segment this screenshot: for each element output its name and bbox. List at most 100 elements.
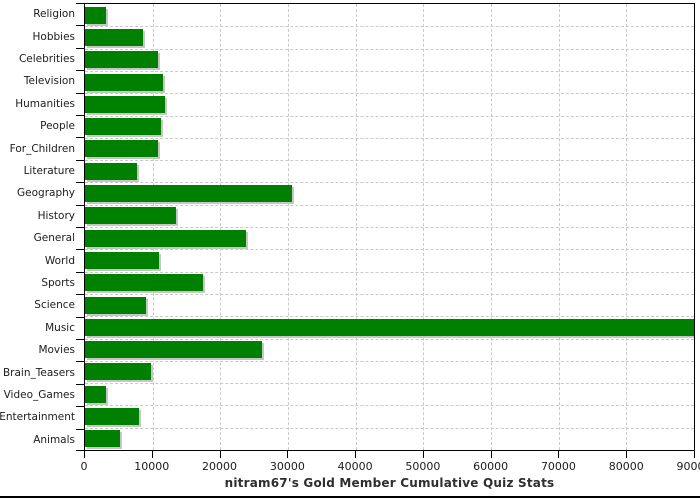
y-tick-label: Television xyxy=(23,75,75,88)
y-tick-label: World xyxy=(44,254,75,267)
y-tick-label: History xyxy=(37,209,75,222)
bar-celebrities xyxy=(85,51,159,69)
y-tick-label: Literature xyxy=(23,165,75,177)
bar-literature xyxy=(85,162,138,180)
bar-for_children xyxy=(85,140,159,158)
y-tick-label: Sports xyxy=(41,277,75,289)
horizontal-gridline xyxy=(85,48,694,50)
y-tick xyxy=(76,115,84,116)
y-tick xyxy=(76,316,84,318)
y-tick-label: Animals xyxy=(33,433,75,446)
bar-general xyxy=(85,229,247,247)
x-tick-label: 50000 xyxy=(405,460,441,473)
x-tick-label: 90000 xyxy=(676,460,700,473)
y-tick xyxy=(76,137,84,139)
x-tick-label: 0 xyxy=(80,460,88,473)
horizontal-gridline xyxy=(85,293,694,295)
y-tick-label: Brain_Teasers xyxy=(2,366,75,379)
y-tick xyxy=(76,92,84,94)
horizontal-gridline xyxy=(85,271,694,273)
bar-humanities xyxy=(85,95,165,113)
y-tick xyxy=(76,182,84,184)
x-tick xyxy=(219,451,221,458)
y-tick xyxy=(76,294,84,296)
horizontal-gridline xyxy=(85,182,694,184)
x-tick xyxy=(287,451,289,458)
y-tick xyxy=(76,450,84,451)
horizontal-gridline xyxy=(85,249,694,251)
horizontal-gridline xyxy=(85,227,694,228)
horizontal-gridline xyxy=(85,137,694,139)
bar-religion xyxy=(85,6,106,24)
x-tick-label: 40000 xyxy=(337,460,373,473)
bar-video_games xyxy=(85,385,106,403)
y-tick xyxy=(76,383,84,385)
bar-entertainment xyxy=(85,408,140,426)
y-tick xyxy=(76,339,84,340)
bar-hobbies xyxy=(85,28,144,46)
x-tick xyxy=(151,451,153,458)
y-tick-label: Celebrities xyxy=(18,53,75,65)
y-tick-label: People xyxy=(40,120,75,133)
y-tick-label: Geography xyxy=(17,187,75,200)
y-tick xyxy=(76,249,84,251)
bar-music xyxy=(85,318,694,336)
horizontal-gridline xyxy=(85,204,694,206)
horizontal-gridline xyxy=(85,70,694,72)
x-tick-label: 70000 xyxy=(540,460,576,473)
y-tick xyxy=(76,204,84,206)
horizontal-gridline xyxy=(85,26,694,28)
y-tick xyxy=(76,361,84,363)
bottom-border xyxy=(0,496,700,498)
y-tick-label: Movies xyxy=(38,344,75,357)
horizontal-gridline xyxy=(85,160,694,162)
x-tick xyxy=(626,451,628,458)
y-tick-label: For_Children xyxy=(9,142,75,155)
chart-title: nitram67's Gold Member Cumulative Quiz S… xyxy=(224,476,555,490)
bar-people xyxy=(85,118,161,136)
y-tick xyxy=(76,3,84,4)
horizontal-gridline xyxy=(85,405,694,407)
y-tick xyxy=(76,406,84,408)
horizontal-gridline xyxy=(85,115,694,117)
x-tick-label: 20000 xyxy=(202,460,238,473)
y-tick xyxy=(76,428,84,430)
y-tick xyxy=(76,159,84,161)
bar-geography xyxy=(85,185,293,203)
bar-movies xyxy=(85,341,263,359)
y-tick xyxy=(76,271,84,273)
bar-history xyxy=(85,207,176,225)
y-tick-label: General xyxy=(33,232,75,245)
x-tick xyxy=(558,451,560,458)
x-tick xyxy=(694,451,695,458)
y-tick-label: Music xyxy=(45,321,75,334)
x-tick-label: 10000 xyxy=(134,460,170,473)
x-tick xyxy=(422,451,424,458)
y-tick-label: Science xyxy=(34,299,75,312)
horizontal-gridline xyxy=(85,338,694,340)
bar-science xyxy=(85,296,146,314)
y-tick xyxy=(76,25,84,27)
bar-sports xyxy=(85,274,204,292)
x-tick xyxy=(490,451,492,458)
x-tick-label: 80000 xyxy=(608,460,644,473)
bar-animals xyxy=(85,430,121,448)
y-tick-label: Entertainment xyxy=(0,411,75,424)
x-tick-label: 60000 xyxy=(473,460,509,473)
horizontal-gridline xyxy=(85,316,694,318)
y-tick-label: Video_Games xyxy=(3,389,75,401)
horizontal-gridline xyxy=(85,360,694,362)
bar-television xyxy=(85,73,164,91)
x-tick xyxy=(355,451,357,458)
horizontal-gridline xyxy=(85,93,694,95)
y-tick xyxy=(76,227,84,228)
x-tick-label: 30000 xyxy=(269,460,305,473)
y-tick xyxy=(76,70,84,72)
bar-world xyxy=(85,251,160,269)
y-tick-label: Religion xyxy=(33,8,75,21)
y-tick-label: Humanities xyxy=(15,97,75,110)
y-tick-label: Hobbies xyxy=(32,30,76,43)
x-tick xyxy=(84,451,85,458)
horizontal-gridline xyxy=(85,383,694,385)
